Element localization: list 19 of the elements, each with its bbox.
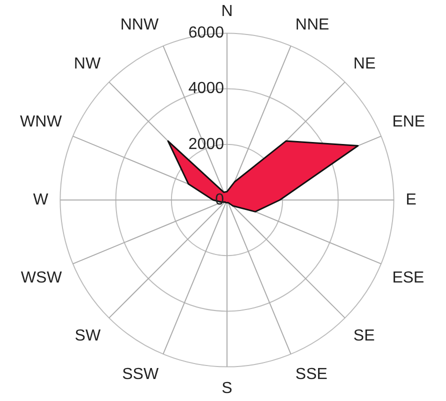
- y-tick-label: 2000: [188, 136, 224, 153]
- spoke-label: ENE: [392, 113, 426, 130]
- spoke-label: E: [406, 191, 416, 208]
- spoke-label: ESE: [392, 269, 424, 286]
- spoke-label: SSE: [295, 366, 328, 384]
- spoke-label: S: [222, 380, 232, 397]
- spoke-label: SE: [353, 327, 375, 344]
- spoke-label: W: [33, 191, 50, 208]
- spoke-label: SW: [74, 327, 102, 344]
- spoke-label: WNW: [20, 113, 63, 130]
- spoke-label: NW: [74, 55, 102, 72]
- spoke-label: SSW: [122, 366, 160, 384]
- spoke-label: NNE: [295, 16, 330, 34]
- y-tick-label: 6000: [188, 24, 224, 42]
- spoke-label: N: [221, 3, 233, 20]
- spoke-label: WSW: [20, 269, 63, 286]
- spoke-label: NNW: [120, 16, 160, 34]
- spoke-label: NE: [353, 55, 376, 72]
- y-tick-label: 4000: [188, 80, 224, 98]
